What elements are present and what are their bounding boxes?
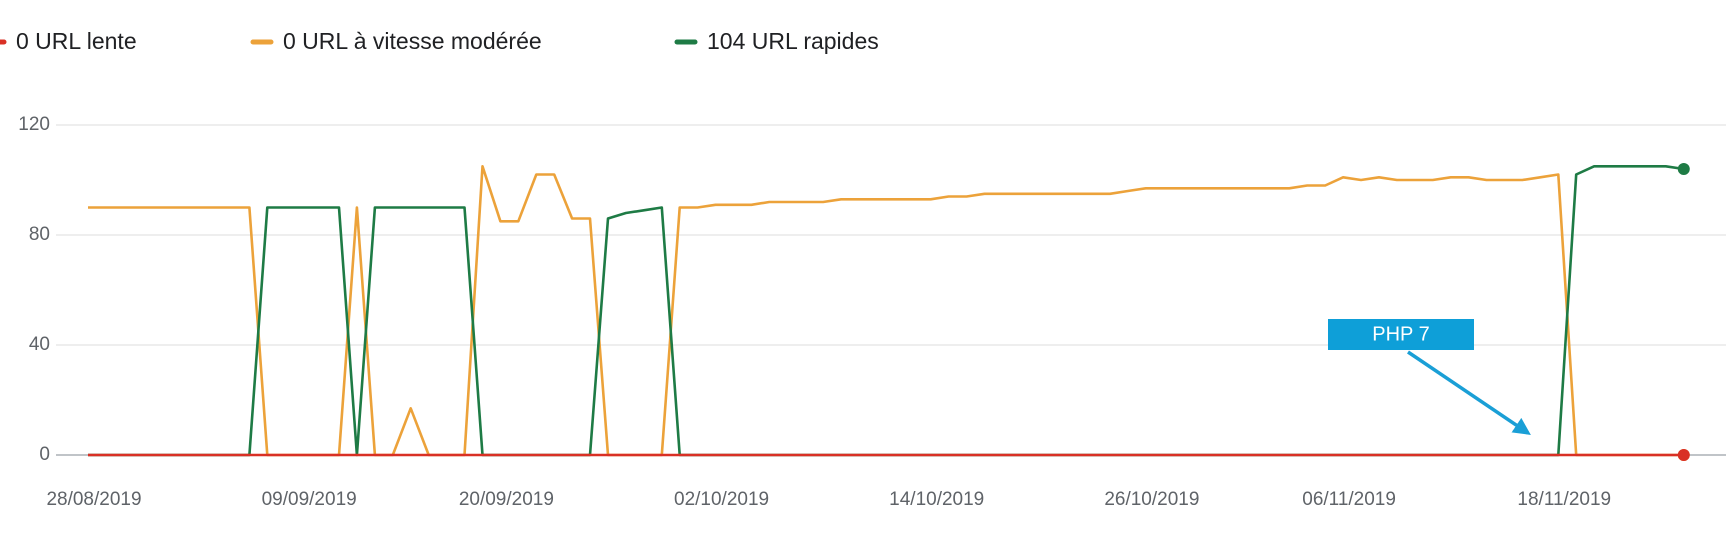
x-tick-label: 20/09/2019	[459, 489, 554, 510]
y-tick-label: 120	[18, 114, 50, 135]
legend-item: 104 URL rapides	[674, 28, 879, 54]
legend-item: 0 URL à vitesse modérée	[250, 28, 542, 54]
x-tick-label: 14/10/2019	[889, 489, 984, 510]
y-tick-label: 80	[29, 224, 50, 245]
y-tick-label: 40	[29, 334, 50, 355]
series-line	[88, 165, 1684, 457]
annotation-arrow	[1407, 350, 1531, 435]
legend-item: 0 URL lente	[0, 28, 137, 54]
x-tick-label: 06/11/2019	[1302, 489, 1396, 510]
series-line	[88, 165, 1684, 457]
annotation-text: PHP 7	[1372, 323, 1429, 345]
x-tick-label: 28/08/2019	[46, 489, 141, 510]
x-tick-label: 18/11/2019	[1517, 489, 1611, 510]
annotation-box	[1328, 319, 1474, 350]
x-tick-label: 09/09/2019	[262, 489, 357, 510]
x-tick-label: 02/10/2019	[674, 489, 769, 510]
end-point	[1677, 163, 1690, 175]
x-tick-label: 26/10/2019	[1104, 489, 1199, 510]
legend-label: 0 URL à vitesse modérée	[283, 28, 542, 54]
end-point	[1677, 449, 1690, 461]
legend-label: 104 URL rapides	[707, 28, 879, 54]
y-tick-label: 0	[39, 444, 50, 465]
legend-label: 0 URL lente	[16, 28, 137, 54]
